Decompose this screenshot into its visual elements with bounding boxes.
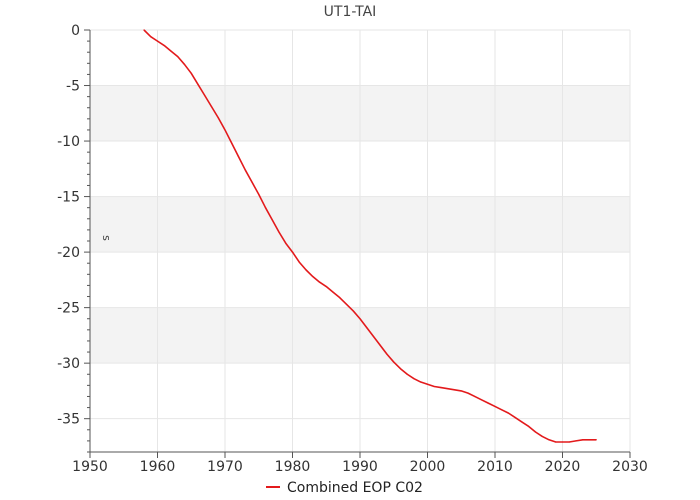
data-point <box>399 368 402 370</box>
y-tick-label: -25 <box>57 301 80 317</box>
x-tick-label: 1980 <box>275 459 311 475</box>
data-point <box>480 399 483 401</box>
data-point <box>291 251 294 253</box>
data-point <box>143 29 145 31</box>
data-point <box>568 441 570 443</box>
data-point <box>217 117 219 119</box>
data-point <box>582 439 584 441</box>
data-point <box>258 193 260 195</box>
data-point <box>440 386 442 389</box>
data-point <box>285 242 287 244</box>
data-point <box>548 439 550 441</box>
x-tick-label: 2030 <box>612 459 648 475</box>
data-point <box>447 388 449 390</box>
data-point <box>467 392 469 394</box>
series-line-0 <box>143 29 597 443</box>
data-point <box>561 441 564 443</box>
data-point <box>150 36 152 38</box>
data-point <box>345 303 348 305</box>
x-tick-label: 2000 <box>410 459 446 475</box>
data-point <box>514 416 516 419</box>
x-tick-label: 1960 <box>140 459 176 475</box>
y-tick-label: 0 <box>71 23 80 39</box>
y-tick-label: -5 <box>66 79 80 95</box>
data-point <box>224 129 226 131</box>
chart-title: UT1-TAI <box>324 4 377 20</box>
y-axis-ticks: 0 -5 -10 -15 -20 -25 -30 -35 <box>57 23 80 428</box>
data-point <box>366 327 368 329</box>
data-point <box>278 231 280 233</box>
legend[interactable]: Combined EOP C02 <box>266 480 423 496</box>
data-point <box>264 207 267 209</box>
y-minor-ticks <box>84 29 90 453</box>
y-axis-unit: s <box>100 235 113 241</box>
data-point <box>231 142 233 144</box>
data-point <box>372 335 375 338</box>
data-point <box>555 441 557 443</box>
x-tick-label: 1970 <box>207 459 243 475</box>
data-point <box>534 431 537 433</box>
data-point <box>359 318 361 320</box>
gridlines <box>89 29 631 453</box>
data-point <box>588 439 591 441</box>
data-point <box>183 63 186 66</box>
data-point <box>487 402 489 404</box>
data-point <box>244 169 246 171</box>
data-point <box>318 281 321 283</box>
data-point <box>210 106 213 108</box>
data-point <box>204 94 206 97</box>
data-point <box>237 156 240 158</box>
x-axis-ticks: 1950 1960 1970 1980 1990 2000 2010 2020 2030 <box>72 452 648 475</box>
data-point <box>413 378 415 380</box>
data-point <box>501 409 503 411</box>
data-point <box>271 219 273 221</box>
data-point <box>163 44 165 47</box>
y-tick-label: -10 <box>57 134 80 150</box>
data-point <box>190 72 192 74</box>
data-point <box>325 285 327 288</box>
data-point <box>197 83 199 86</box>
data-point <box>494 405 496 408</box>
data-point <box>332 291 334 293</box>
x-tick-label: 1950 <box>72 459 108 475</box>
data-point <box>251 181 253 183</box>
data-point <box>379 344 381 346</box>
y-tick-label: -15 <box>57 190 80 206</box>
data-point <box>298 261 300 263</box>
data-point <box>339 297 341 299</box>
data-point <box>528 425 530 428</box>
x-tick-label: 2020 <box>545 459 581 475</box>
y-tick-label: -20 <box>57 245 80 261</box>
data-point <box>406 373 408 375</box>
data-point <box>352 310 354 312</box>
data-point <box>305 269 307 271</box>
data-point <box>595 439 597 441</box>
data-point <box>541 435 543 438</box>
data-point <box>312 275 314 278</box>
data-point <box>170 50 172 52</box>
data-point <box>474 395 476 398</box>
series-group <box>143 29 597 443</box>
data-point <box>460 390 462 392</box>
data-point <box>156 40 159 42</box>
data-point <box>386 353 388 355</box>
data-point <box>521 421 523 423</box>
x-tick-label: 1990 <box>342 459 378 475</box>
data-point <box>420 381 422 383</box>
x-tick-label: 2010 <box>477 459 513 475</box>
y-tick-label: -30 <box>57 356 80 372</box>
data-point <box>393 361 395 363</box>
data-point <box>433 385 435 388</box>
data-point <box>453 389 456 391</box>
data-point <box>575 440 577 442</box>
data-point <box>507 412 510 414</box>
legend-label: Combined EOP C02 <box>287 480 423 496</box>
data-point <box>426 383 429 385</box>
y-tick-label: -35 <box>57 412 80 428</box>
data-point <box>177 56 179 58</box>
